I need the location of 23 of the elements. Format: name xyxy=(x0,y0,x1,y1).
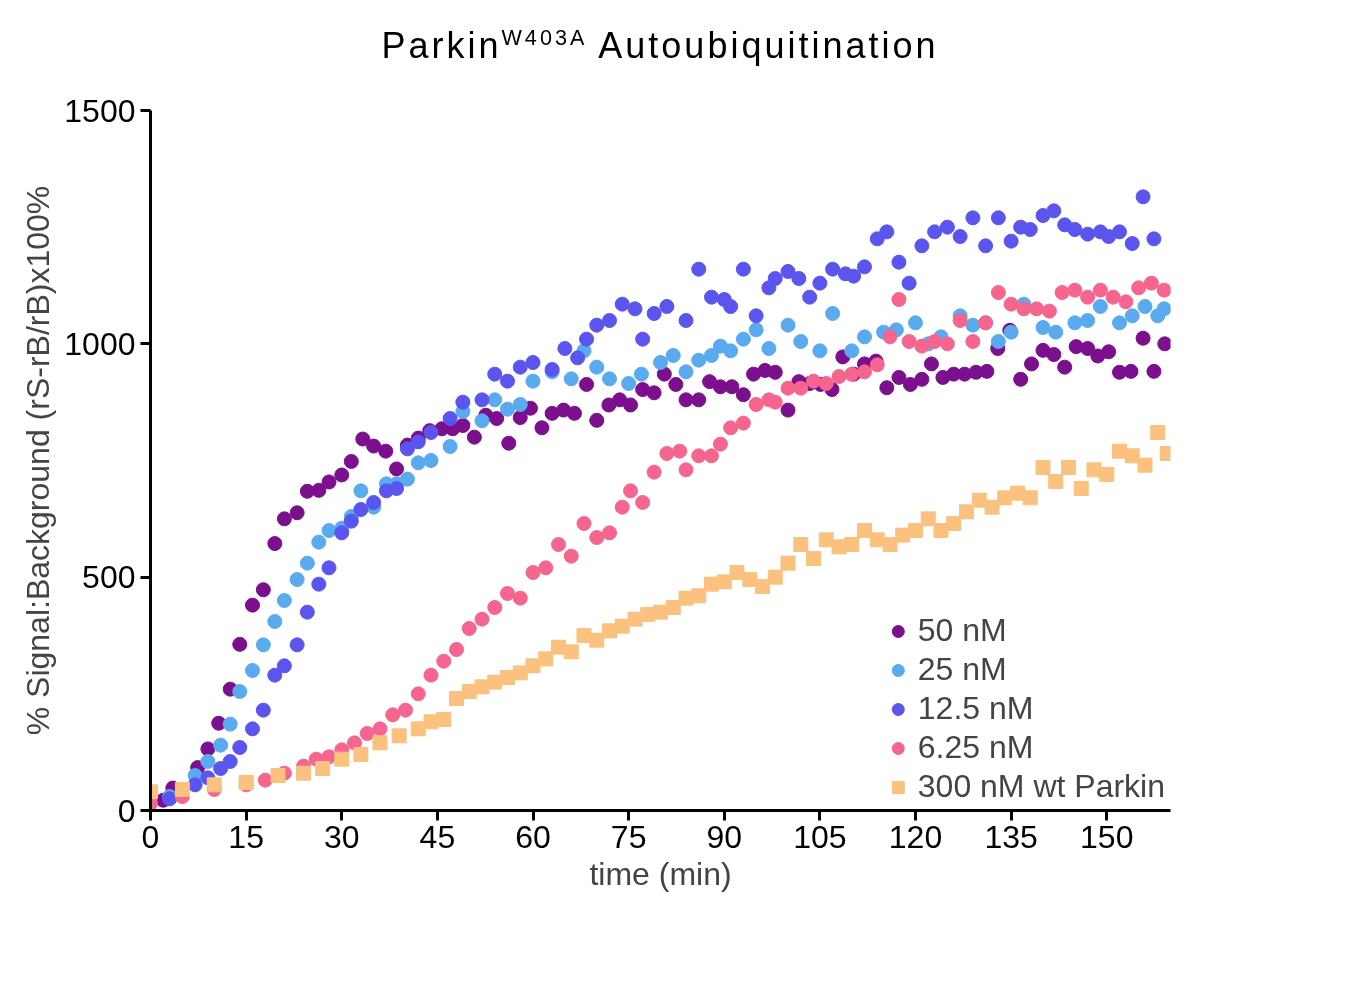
x-axis-title: time (min) xyxy=(589,855,732,892)
x-tick-label: 15 xyxy=(228,818,264,855)
x-tick-label: 120 xyxy=(888,818,943,855)
y-tick-label: 500 xyxy=(82,559,136,596)
legend-label: 6.25 nM xyxy=(917,729,1034,766)
legend-label: 50 nM xyxy=(917,612,1007,649)
legend-label: 25 nM xyxy=(917,651,1007,688)
y-tick-label: 1500 xyxy=(64,92,136,129)
x-tick-label: 60 xyxy=(515,818,551,855)
y-tick-label: 0 xyxy=(117,792,136,829)
x-tick-label: 150 xyxy=(1080,818,1134,855)
y-axis-title: % Signal:Background (rS-rB/rB)x100% xyxy=(20,185,57,736)
x-tick-label: 30 xyxy=(323,818,360,855)
x-tick-label: 0 xyxy=(141,818,160,855)
x-tick-label: 135 xyxy=(984,818,1038,855)
legend-label: 12.5 nM xyxy=(917,690,1034,727)
x-tick-label: 105 xyxy=(793,818,847,855)
x-tick-label: 45 xyxy=(419,818,456,855)
x-tick-label: 75 xyxy=(610,818,647,855)
legend-label: 300 nM wt Parkin xyxy=(917,768,1165,805)
chart-title: Parkin$^{W403A}$ Autoubiquitination xyxy=(380,24,940,68)
y-tick-label: 1000 xyxy=(64,325,136,362)
x-tick-label: 90 xyxy=(706,818,743,855)
